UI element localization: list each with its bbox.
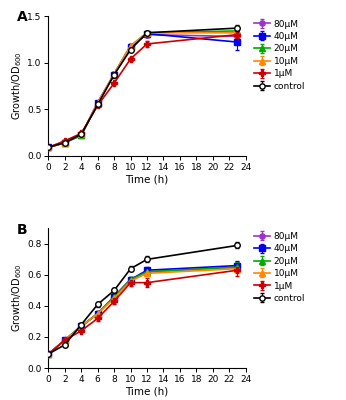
X-axis label: Time (h): Time (h)	[125, 387, 169, 397]
X-axis label: Time (h): Time (h)	[125, 174, 169, 184]
Text: B: B	[17, 223, 28, 237]
Y-axis label: Growth/OD$_{600}$: Growth/OD$_{600}$	[10, 264, 24, 332]
Legend: 80μM, 40μM, 20μM, 10μM, 1μM, control: 80μM, 40μM, 20μM, 10μM, 1μM, control	[252, 230, 307, 305]
Text: A: A	[17, 10, 28, 24]
Y-axis label: Growth/OD$_{600}$: Growth/OD$_{600}$	[10, 52, 24, 120]
Legend: 80μM, 40μM, 20μM, 10μM, 1μM, control: 80μM, 40μM, 20μM, 10μM, 1μM, control	[252, 18, 307, 92]
